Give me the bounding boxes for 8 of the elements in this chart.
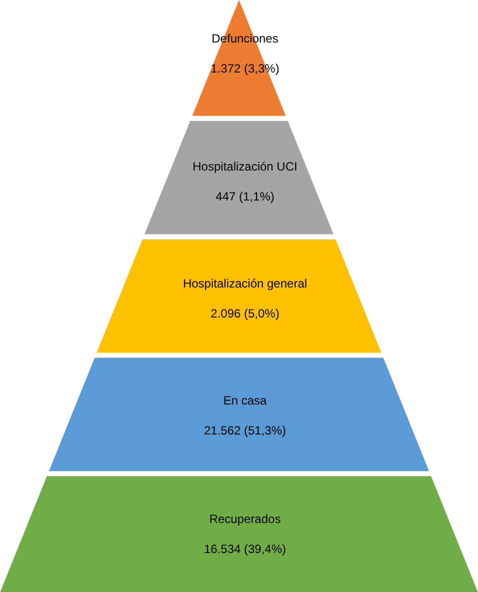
data-label: 2.096 (5,0%) [210,306,280,320]
data-label: 21.562 (51,3%) [204,424,286,438]
data-label: 16.534 (39,4%) [204,542,286,556]
category-label: Hospitalización UCI [192,160,298,174]
category-label: Hospitalización general [182,276,308,290]
data-label: 447 (1,1%) [216,190,274,204]
category-label: En casa [223,394,268,408]
category-label: Recuperados [209,512,281,526]
